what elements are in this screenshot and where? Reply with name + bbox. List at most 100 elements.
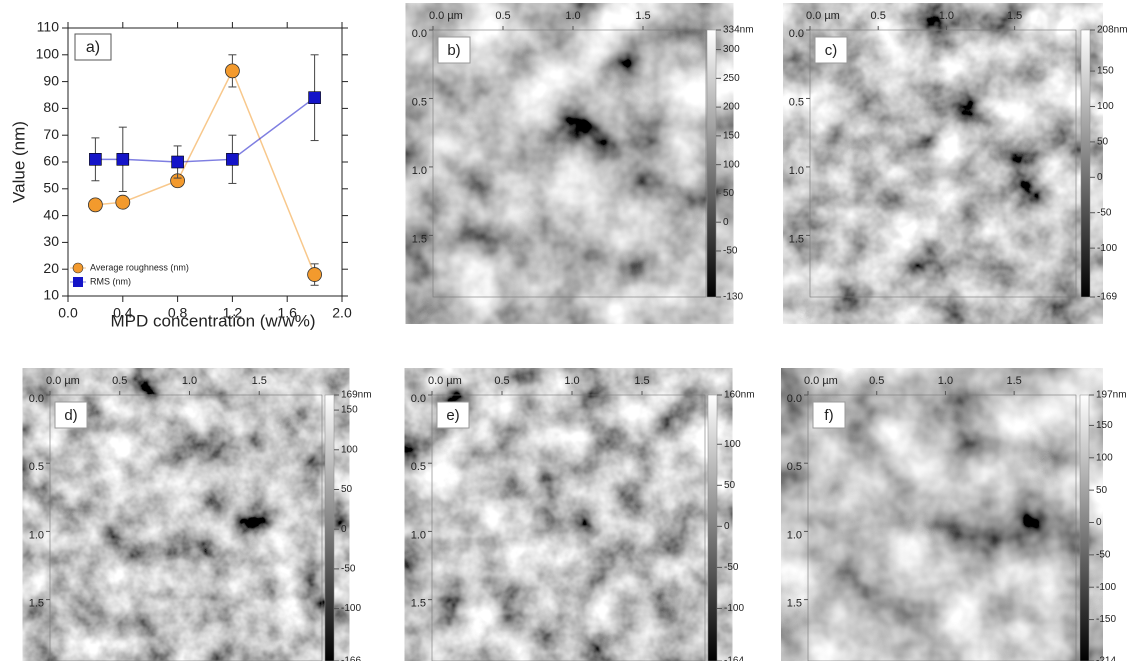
afm-image <box>810 30 1076 297</box>
image-x-tick-label: 0.0 µm <box>46 375 80 387</box>
y-tick-label: 110 <box>37 19 60 35</box>
y-tick-label: 90 <box>43 72 59 88</box>
image-x-tick-label: 1.5 <box>1007 10 1022 22</box>
colorbar-tick-label: 208nm <box>1097 25 1128 36</box>
image-y-tick-label: 0.0 <box>787 393 802 405</box>
x-tick-label: 2.0 <box>332 305 352 321</box>
colorbar-tick-label: -214 <box>1096 656 1116 661</box>
image-x-tick-label: 1.0 <box>182 375 197 387</box>
image-y-tick-label: 0.0 <box>29 393 44 405</box>
colorbar <box>708 395 717 661</box>
colorbar-tick-label: 0 <box>341 524 347 535</box>
image-y-tick-label: 1.0 <box>411 529 426 541</box>
colorbar-tick-label: 50 <box>1096 485 1108 496</box>
colorbar-tick-label: 150 <box>1096 420 1113 431</box>
afm-image <box>50 395 322 661</box>
y-tick-label: 50 <box>43 180 59 196</box>
legend-label: RMS (nm) <box>90 276 131 286</box>
panel-label: c) <box>825 42 838 59</box>
image-y-tick-label: 0.5 <box>412 96 427 108</box>
image-y-tick-label: 1.5 <box>412 233 427 245</box>
panel-label: f) <box>824 407 833 424</box>
colorbar-tick-label: 100 <box>723 159 740 170</box>
colorbar-tick-label: -50 <box>724 562 739 573</box>
image-y-tick-label: 1.5 <box>789 233 804 245</box>
image-y-tick-label: 0.5 <box>789 96 804 108</box>
colorbar <box>325 395 334 661</box>
colorbar-tick-label: -130 <box>723 292 743 303</box>
colorbar-tick-label: 0 <box>723 217 729 228</box>
panel-label: b) <box>447 42 460 59</box>
image-x-tick-label: 0.5 <box>112 375 127 387</box>
colorbar-tick-label: 0 <box>1097 172 1103 183</box>
colorbar-tick-label: 50 <box>724 480 736 491</box>
image-y-tick-label: 0.0 <box>412 28 427 40</box>
colorbar-tick-label: 334nm <box>723 25 754 36</box>
image-x-tick-label: 0.0 µm <box>429 10 463 22</box>
marker <box>309 92 321 104</box>
colorbar-tick-label: 160nm <box>724 390 755 401</box>
marker <box>88 198 102 212</box>
series-line <box>95 98 314 162</box>
y-tick-label: 20 <box>43 260 59 276</box>
image-y-tick-label: 0.0 <box>411 393 426 405</box>
image-x-tick-label: 0.5 <box>871 10 886 22</box>
marker <box>116 195 130 209</box>
colorbar-tick-label: 150 <box>723 131 740 142</box>
y-tick-label: 10 <box>43 287 59 303</box>
colorbar-tick-label: 150 <box>1097 66 1114 77</box>
colorbar <box>1081 30 1090 297</box>
colorbar-tick-label: 100 <box>1097 101 1114 112</box>
colorbar-tick-label: -50 <box>341 564 356 575</box>
image-y-tick-label: 1.0 <box>787 529 802 541</box>
marker <box>172 156 184 168</box>
image-x-tick-label: 1.0 <box>564 375 579 387</box>
y-tick-label: 100 <box>36 46 60 62</box>
legend-swatch <box>73 277 83 287</box>
figure: 1020304050607080901001100.00.40.81.21.62… <box>0 0 1143 661</box>
image-x-tick-label: 1.5 <box>635 10 650 22</box>
colorbar-tick-label: 300 <box>723 44 740 55</box>
colorbar-tick-label: 100 <box>341 444 358 455</box>
image-y-tick-label: 1.0 <box>789 165 804 177</box>
afm-image <box>808 395 1076 661</box>
image-x-tick-label: 0.5 <box>494 375 509 387</box>
plot-frame <box>68 28 342 296</box>
afm-image <box>433 30 706 297</box>
marker <box>117 153 129 165</box>
y-tick-label: 60 <box>43 153 59 169</box>
y-axis-label: Value (nm) <box>9 121 28 203</box>
colorbar-tick-label: 100 <box>724 439 741 450</box>
colorbar-tick-label: -100 <box>1097 243 1117 254</box>
image-y-tick-label: 1.5 <box>787 598 802 610</box>
y-tick-label: 80 <box>43 99 59 115</box>
colorbar-tick-label: 50 <box>341 484 353 495</box>
legend-label: Average roughness (nm) <box>90 262 189 272</box>
colorbar-tick-label: -166 <box>341 656 361 661</box>
image-x-tick-label: 1.0 <box>939 10 954 22</box>
marker <box>308 268 322 282</box>
image-x-tick-label: 1.5 <box>634 375 649 387</box>
legend-swatch <box>73 263 83 273</box>
colorbar-tick-label: -100 <box>1096 582 1116 593</box>
colorbar-tick-label: 0 <box>724 521 730 532</box>
image-y-tick-label: 0.5 <box>411 461 426 473</box>
colorbar-tick-label: 197nm <box>1096 390 1127 401</box>
image-y-tick-label: 1.5 <box>29 598 44 610</box>
x-tick-label: 0.0 <box>58 305 78 321</box>
image-x-tick-label: 0.5 <box>495 10 510 22</box>
colorbar-tick-label: 150 <box>341 405 358 416</box>
colorbar-tick-label: -150 <box>1096 614 1116 625</box>
series-line <box>95 71 314 275</box>
image-x-tick-label: 1.0 <box>565 10 580 22</box>
colorbar-tick-label: -169 <box>1097 292 1117 303</box>
marker <box>89 153 101 165</box>
image-x-tick-label: 0.0 µm <box>804 375 838 387</box>
image-y-tick-label: 0.5 <box>787 461 802 473</box>
colorbar-tick-label: 100 <box>1096 452 1113 463</box>
colorbar-tick-label: 0 <box>1096 517 1102 528</box>
colorbar-tick-label: 50 <box>723 188 735 199</box>
colorbar-tick-label: 50 <box>1097 137 1109 148</box>
colorbar-tick-label: -100 <box>341 603 361 614</box>
image-y-tick-label: 0.5 <box>29 461 44 473</box>
